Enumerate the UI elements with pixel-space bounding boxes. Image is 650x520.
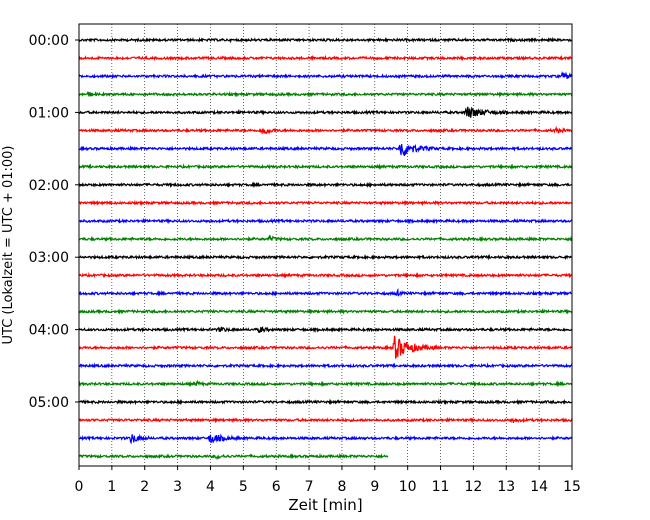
trace-row-0530 bbox=[78, 433, 573, 445]
x-tick-label: 8 bbox=[337, 479, 346, 495]
trace-row-0015 bbox=[78, 54, 573, 62]
x-tick-label: 10 bbox=[399, 479, 417, 495]
trace-row-0445 bbox=[78, 379, 573, 388]
trace-row-0315 bbox=[78, 271, 573, 279]
trace-row-0515 bbox=[78, 416, 573, 424]
trace-row-0500 bbox=[78, 398, 573, 406]
x-tick-label: 2 bbox=[140, 479, 149, 495]
trace-row-0000 bbox=[78, 36, 573, 44]
x-tick-label: 7 bbox=[305, 479, 314, 495]
x-tick-label: 1 bbox=[107, 479, 116, 495]
x-axis-ticks: 0 1 2 3 4 5 6 7 8 9 10 11 12 13 14 15 bbox=[75, 466, 581, 495]
trace-row-0100 bbox=[78, 106, 573, 118]
trace-row-0345 bbox=[78, 308, 573, 315]
trace-row-0145 bbox=[78, 163, 573, 171]
trace-row-0400 bbox=[78, 326, 573, 334]
trace-row-0115 bbox=[78, 125, 572, 135]
trace-row-0215 bbox=[78, 199, 573, 207]
x-tick-label: 3 bbox=[173, 479, 182, 495]
trace-row-0245 bbox=[78, 234, 573, 243]
trace-row-0430 bbox=[78, 362, 573, 370]
x-tick-label: 12 bbox=[464, 479, 482, 495]
y-axis-ticks: 00:00 01:00 02:00 03:00 04:00 05:00 bbox=[29, 33, 79, 411]
x-axis-label: Zeit [min] bbox=[288, 496, 362, 514]
y-tick-label: 00:00 bbox=[29, 33, 69, 49]
x-tick-label: 15 bbox=[563, 479, 581, 495]
y-tick-label: 03:00 bbox=[29, 250, 69, 266]
x-tick-label: 0 bbox=[75, 479, 84, 495]
trace-row-0030 bbox=[78, 71, 573, 80]
y-tick-label: 02:00 bbox=[29, 178, 69, 194]
x-tick-label: 4 bbox=[206, 479, 215, 495]
plot-frame bbox=[78, 23, 573, 467]
x-tick-label: 5 bbox=[239, 479, 248, 495]
y-tick-label: 04:00 bbox=[29, 323, 69, 339]
trace-row-0300 bbox=[78, 253, 573, 261]
trace-row-0330 bbox=[78, 287, 573, 297]
x-tick-label: 9 bbox=[370, 479, 379, 495]
x-tick-label: 11 bbox=[432, 479, 450, 495]
x-tick-label: 13 bbox=[497, 479, 515, 495]
seismic-traces bbox=[78, 36, 573, 461]
y-tick-label: 01:00 bbox=[29, 105, 69, 121]
y-tick-label: 05:00 bbox=[29, 395, 69, 411]
x-tick-label: 6 bbox=[272, 479, 281, 495]
trace-row-0200 bbox=[78, 181, 573, 189]
trace-row-0130 bbox=[78, 143, 573, 157]
y-axis-label: UTC (Lokalzeit = UTC + 01:00) bbox=[1, 146, 16, 345]
trace-row-0415 bbox=[78, 335, 573, 360]
trace-row-0230 bbox=[78, 217, 573, 225]
x-tick-label: 14 bbox=[530, 479, 548, 495]
trace-row-0045 bbox=[78, 90, 573, 98]
trace-row-0545 bbox=[78, 452, 389, 461]
